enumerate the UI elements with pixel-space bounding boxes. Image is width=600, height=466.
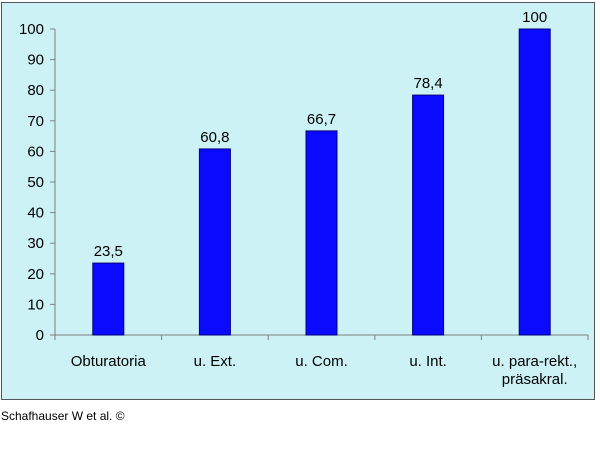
y-tick-label: 70 (27, 113, 44, 130)
data-label: 60,8 (200, 129, 229, 146)
data-label: 66,7 (307, 111, 336, 128)
y-tick-label: 0 (36, 327, 44, 344)
x-tick-label-line: u. Com. (295, 353, 348, 370)
x-tick-label-line: u. Int. (409, 353, 447, 370)
y-tick-label: 80 (27, 82, 44, 99)
credit-text: Schafhauser W et al. © (1, 409, 125, 423)
x-tick-label: Obturatoria (71, 353, 147, 370)
x-tick-label: u. Ext. (194, 353, 237, 370)
data-label: 100 (522, 9, 547, 26)
y-tick-label: 20 (27, 266, 44, 283)
y-tick-label: 40 (27, 205, 44, 222)
y-tick-label: 60 (27, 143, 44, 160)
x-tick-label-line: präsakral. (502, 371, 568, 388)
data-label: 78,4 (413, 75, 442, 92)
x-tick-label-line: u. Ext. (194, 353, 237, 370)
y-tick-label: 50 (27, 174, 44, 191)
y-tick-label: 10 (27, 296, 44, 313)
bar (412, 94, 445, 336)
data-label: 23,5 (94, 243, 123, 260)
bar (518, 28, 551, 336)
y-tick-label: 30 (27, 235, 44, 252)
x-tick-label: u. Int. (409, 353, 447, 370)
bar (305, 130, 338, 336)
bar (198, 148, 231, 336)
x-tick-label: u. para-rekt., präsakral. (492, 353, 577, 388)
y-tick-label: 90 (27, 52, 44, 69)
x-tick-label-line: Obturatoria (71, 353, 147, 370)
x-tick-label-line: u. para-rekt., (492, 353, 577, 370)
bar (92, 262, 125, 336)
x-tick-label: u. Com. (295, 353, 348, 370)
y-tick-label: 100 (19, 21, 44, 38)
